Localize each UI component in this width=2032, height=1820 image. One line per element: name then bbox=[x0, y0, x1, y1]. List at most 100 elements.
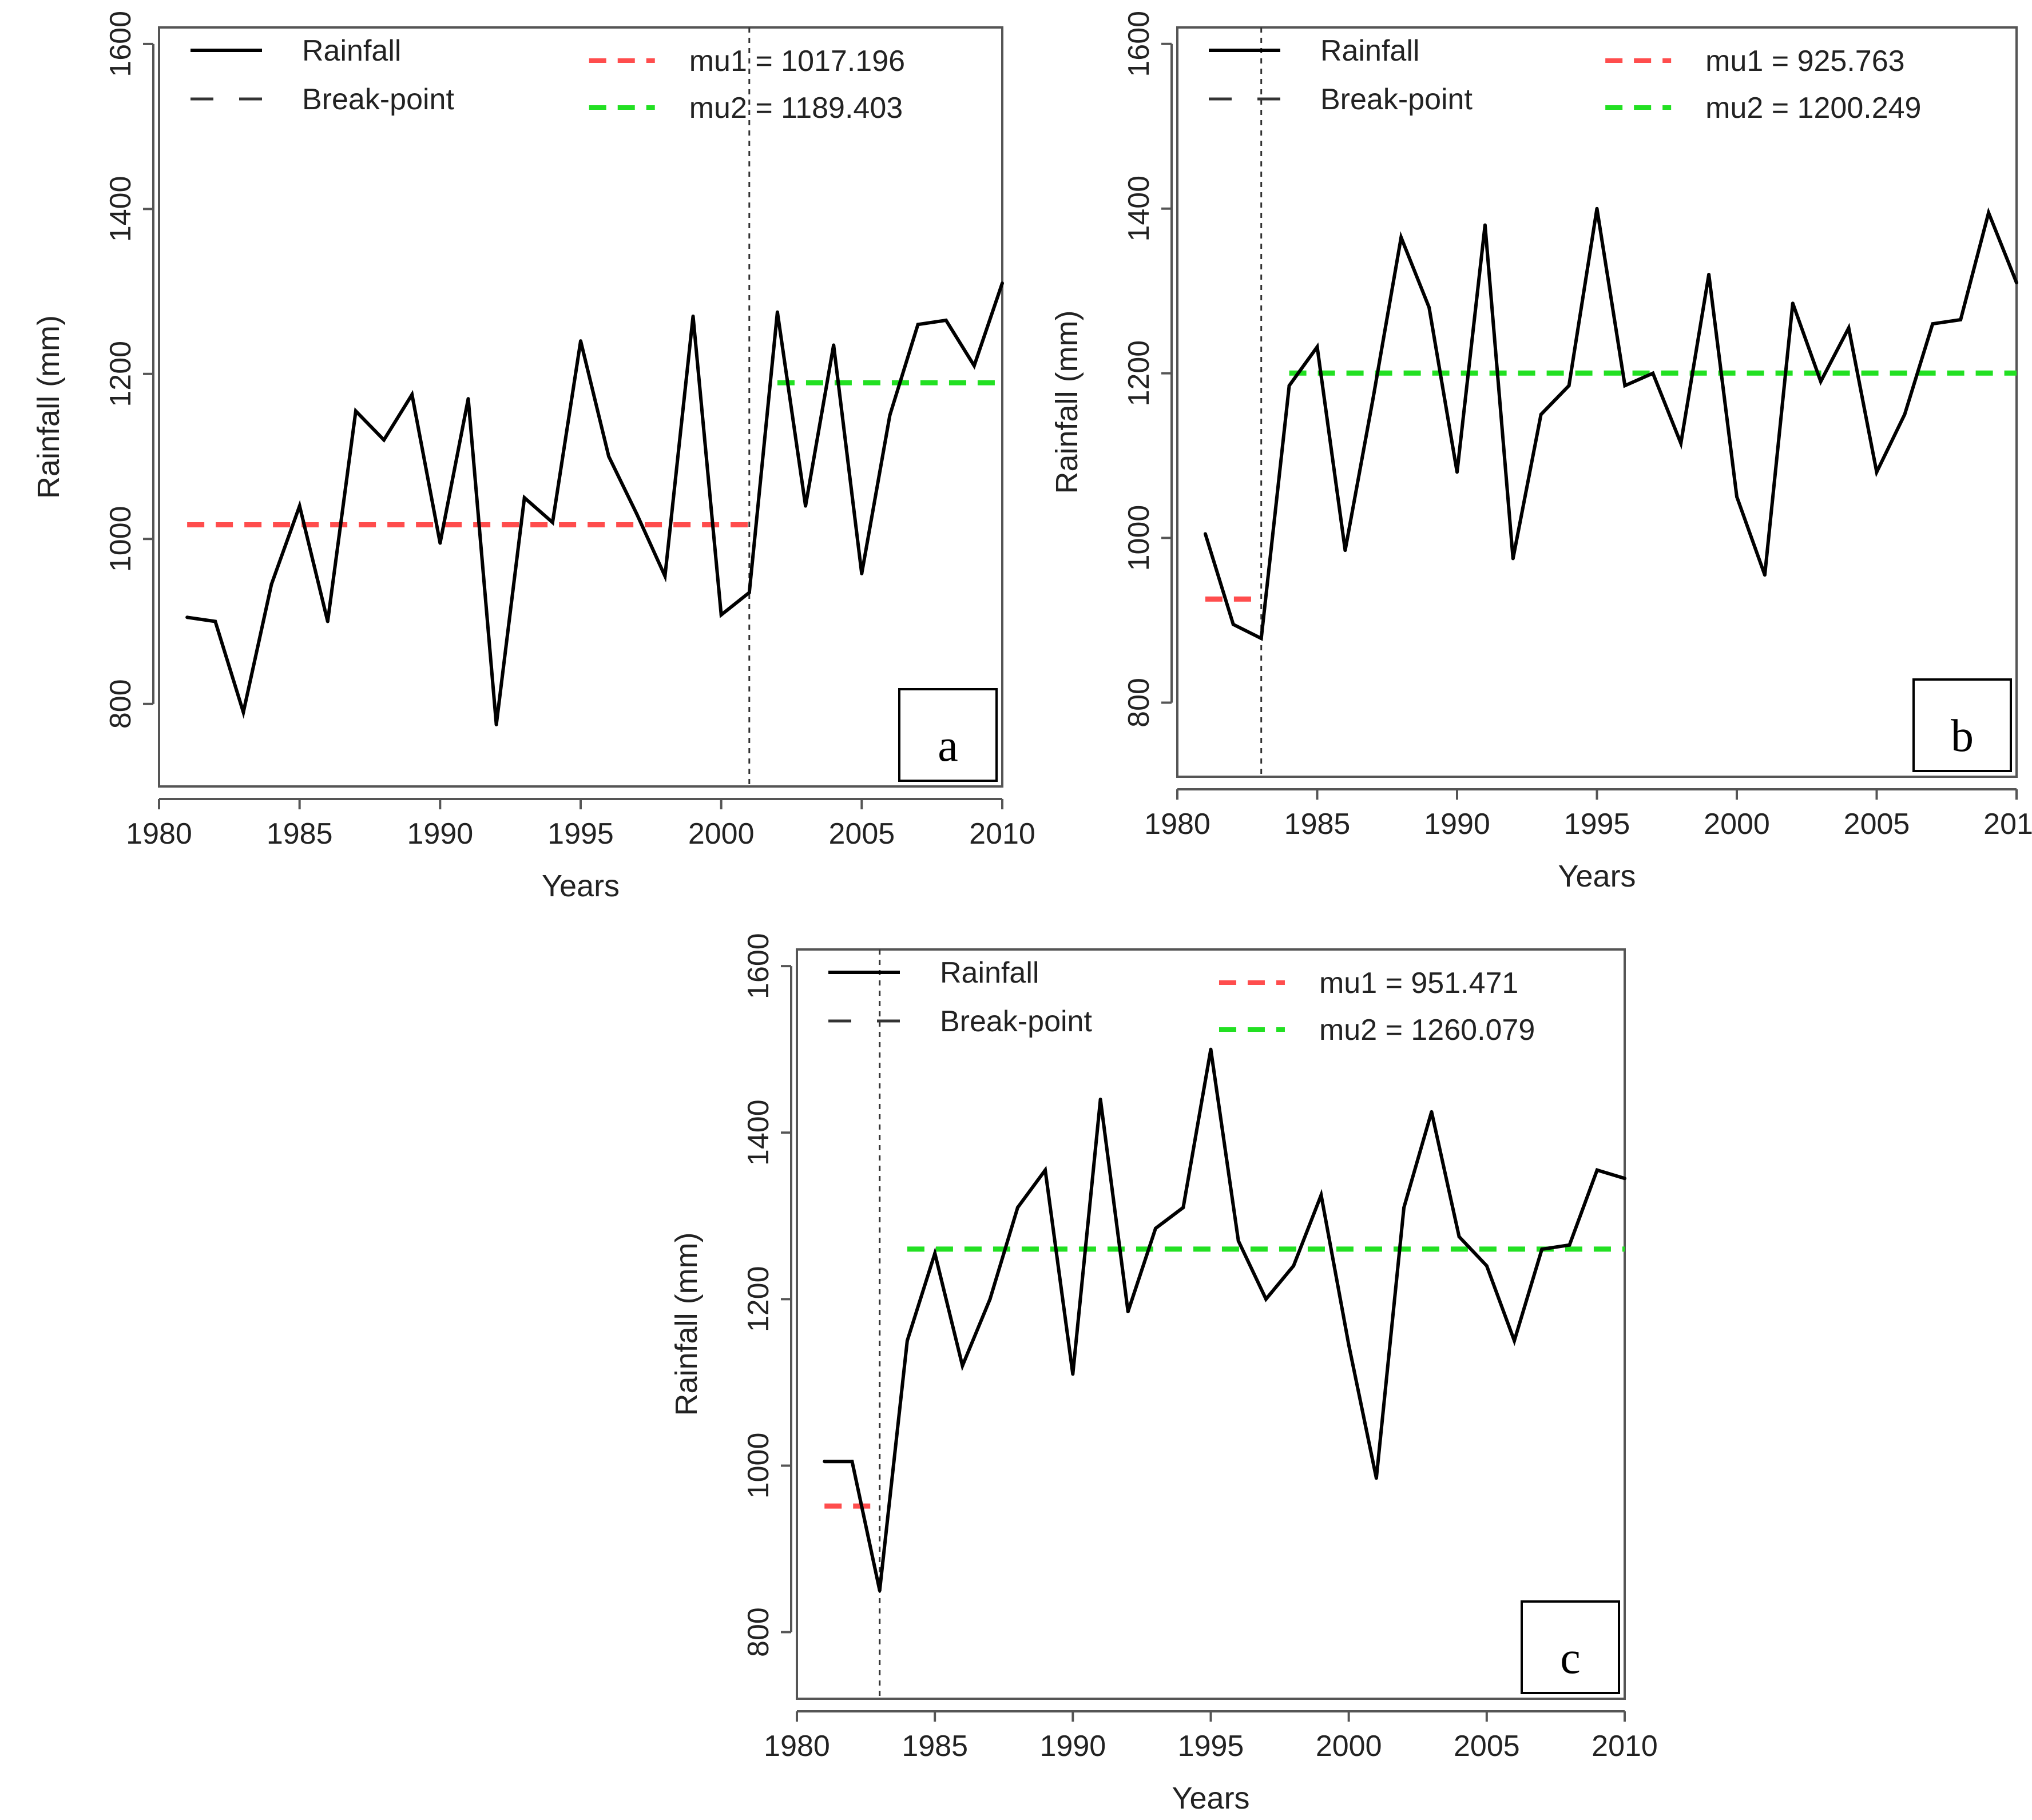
legend-mu2-label: mu2 = 1200.249 bbox=[1705, 92, 1921, 125]
rainfall-point bbox=[1511, 557, 1515, 561]
rainfall-point bbox=[1043, 1168, 1047, 1172]
x-tick-label: 1990 bbox=[1424, 808, 1490, 841]
rainfall-point bbox=[1847, 326, 1851, 330]
rainfall-point bbox=[1098, 1098, 1102, 1101]
rainfall-point bbox=[747, 591, 751, 595]
rainfall-point bbox=[185, 615, 189, 619]
legend-mu1-label: mu1 = 925.763 bbox=[1705, 45, 1904, 78]
legend-breakpoint-label: Break-point bbox=[1320, 83, 1473, 116]
rainfall-point bbox=[1819, 380, 1823, 384]
y-tick-label: 1600 bbox=[104, 11, 137, 77]
rainfall-point bbox=[832, 343, 836, 347]
x-tick-label: 2010 bbox=[1592, 1730, 1658, 1763]
y-axis-title: Rainfall (mm) bbox=[669, 1232, 704, 1416]
rainfall-point bbox=[1595, 1168, 1599, 1172]
x-tick-label: 1980 bbox=[126, 817, 192, 851]
rainfall-point bbox=[905, 1339, 909, 1343]
rainfall-point bbox=[1791, 301, 1795, 305]
rainfall-point bbox=[1015, 1206, 1019, 1210]
rainfall-point bbox=[1292, 1264, 1296, 1268]
x-axis-title: Years bbox=[1172, 1781, 1249, 1815]
x-tick-label: 1985 bbox=[902, 1730, 968, 1763]
y-tick-label: 800 bbox=[1122, 678, 1156, 728]
rainfall-point bbox=[1539, 412, 1543, 416]
rainfall-point bbox=[1567, 384, 1571, 388]
rainfall-point bbox=[410, 392, 414, 396]
legend-rainfall-label: Rainfall bbox=[940, 956, 1039, 990]
rainfall-point bbox=[1679, 441, 1683, 445]
rainfall-point bbox=[1209, 1047, 1213, 1051]
rainfall-point bbox=[972, 364, 976, 368]
rainfall-point bbox=[1315, 345, 1319, 349]
y-tick-label: 800 bbox=[742, 1607, 775, 1657]
rainfall-point bbox=[860, 571, 864, 575]
x-tick-label: 1980 bbox=[764, 1730, 830, 1763]
x-tick-label: 2005 bbox=[828, 817, 895, 851]
x-tick-label: 2010 bbox=[969, 817, 1035, 851]
x-tick-label: 2010 bbox=[1983, 808, 2032, 841]
chart-panel-a: 1980 1985 1990 1995 2000 2005 2010 Years 800 1000… bbox=[31, 11, 1035, 903]
legend-rainfall-label: Rainfall bbox=[302, 34, 401, 67]
rainfall-point bbox=[522, 496, 526, 500]
x-tick-label: 2005 bbox=[1844, 808, 1910, 841]
rainfall-point bbox=[878, 1588, 882, 1592]
y-tick-label: 1000 bbox=[742, 1433, 775, 1499]
rainfall-point bbox=[269, 582, 273, 586]
x-tick-label: 1985 bbox=[267, 817, 333, 851]
rainfall-point bbox=[550, 520, 554, 524]
rainfall-point bbox=[850, 1460, 854, 1464]
rainfall-series-line bbox=[824, 1049, 1625, 1591]
rainfall-point bbox=[944, 319, 948, 323]
rainfall-point bbox=[1875, 470, 1879, 474]
rainfall-point bbox=[438, 541, 442, 545]
chart-panel-c: 1980 1985 1990 1995 2000 2005 2010 Years 800 1000… bbox=[669, 933, 1658, 1815]
rainfall-point bbox=[823, 1460, 827, 1464]
rainfall-point bbox=[241, 710, 245, 714]
x-tick-label: 1985 bbox=[1284, 808, 1351, 841]
rainfall-point bbox=[1236, 1239, 1240, 1243]
rainfall-point bbox=[579, 339, 582, 343]
rainfall-point bbox=[1203, 532, 1207, 536]
rainfall-point bbox=[466, 397, 470, 401]
panel-label: b bbox=[1951, 711, 1974, 761]
rainfall-point bbox=[213, 619, 217, 623]
rainfall-point bbox=[1374, 1476, 1378, 1480]
rainfall-point bbox=[1430, 1110, 1434, 1114]
plot-frame bbox=[158, 26, 1003, 788]
y-tick-label: 1000 bbox=[1122, 505, 1156, 571]
plot-frame bbox=[796, 948, 1626, 1700]
y-tick-label: 1200 bbox=[1122, 340, 1156, 407]
y-tick-label: 1200 bbox=[104, 341, 137, 407]
x-tick-label: 1995 bbox=[1178, 1730, 1244, 1763]
rainfall-point bbox=[663, 574, 667, 578]
x-tick-label: 2005 bbox=[1454, 1730, 1520, 1763]
rainfall-point bbox=[1071, 1372, 1075, 1376]
rainfall-series-line bbox=[186, 283, 1004, 725]
rainfall-point bbox=[916, 323, 920, 327]
y-tick-label: 1400 bbox=[1122, 176, 1156, 242]
rainfall-point bbox=[1126, 1310, 1130, 1314]
rainfall-point bbox=[1457, 1235, 1461, 1239]
rainfall-point bbox=[1319, 1193, 1323, 1197]
legend-breakpoint-label: Break-point bbox=[940, 1005, 1092, 1038]
rainfall-point bbox=[1399, 236, 1403, 240]
rainfall-point bbox=[326, 619, 330, 623]
rainfall-point bbox=[1343, 549, 1347, 553]
rainfall-point bbox=[607, 455, 611, 459]
legend-rainfall-label: Rainfall bbox=[1320, 34, 1419, 67]
x-tick-label: 2000 bbox=[1704, 808, 1770, 841]
rainfall-point bbox=[1154, 1226, 1158, 1230]
panel-label-box bbox=[1521, 1600, 1620, 1694]
x-axis-title: Years bbox=[542, 869, 620, 903]
y-tick-label: 800 bbox=[104, 679, 137, 729]
rainfall-point bbox=[1623, 1177, 1626, 1181]
rainfall-point bbox=[1513, 1339, 1517, 1343]
rainfall-point bbox=[1402, 1206, 1406, 1210]
rainfall-point bbox=[1931, 322, 1935, 326]
rainfall-point bbox=[2015, 281, 2018, 285]
rainfall-point bbox=[1567, 1243, 1571, 1247]
legend-mu1-label: mu1 = 951.471 bbox=[1319, 967, 1518, 1000]
rainfall-point bbox=[635, 512, 639, 516]
y-tick-label: 1400 bbox=[104, 176, 137, 242]
rainfall-point bbox=[1959, 318, 1963, 322]
